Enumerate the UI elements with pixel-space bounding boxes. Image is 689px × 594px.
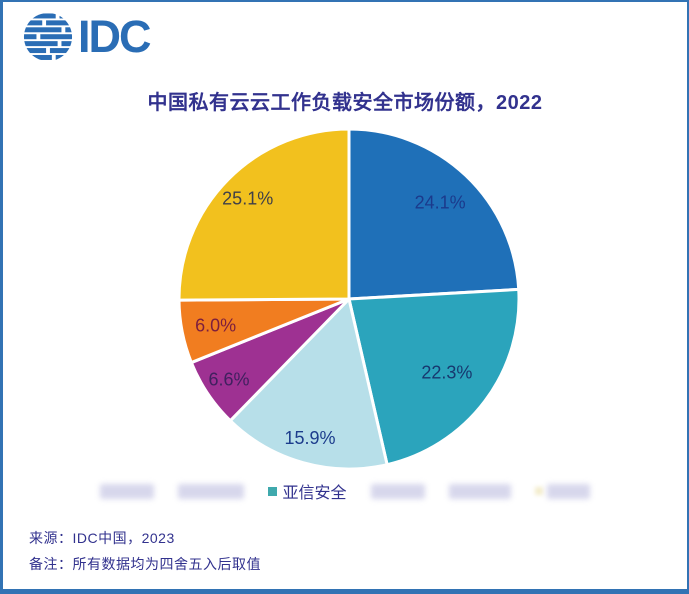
slice-label-4: 6.0% (195, 315, 236, 335)
slice-label-0: 24.1% (415, 193, 466, 213)
legend-item-redacted (448, 483, 511, 499)
legend-item-redacted (100, 483, 155, 499)
legend-redacted-blur (448, 483, 511, 499)
legend-redacted-blur (178, 483, 245, 499)
legend-item-redacted (370, 483, 425, 499)
legend-redacted-blur (370, 483, 425, 499)
idc-logo-text: IDC (78, 11, 151, 62)
pie-slice-1 (347, 287, 521, 467)
legend-item-visible: 亚信安全 (268, 479, 347, 503)
pie-slice-5 (177, 127, 351, 302)
chart-title: 中国私有云云工作负载安全市场份额，2022 (147, 92, 543, 114)
pie-slice-2 (228, 297, 389, 471)
legend-redacted-blur (100, 483, 155, 499)
slice-label-2: 15.9% (284, 428, 335, 448)
legend-item-redacted (534, 483, 590, 499)
slice-label-5: 25.1% (222, 188, 273, 208)
legend-item-redacted (178, 483, 245, 499)
idc-logo: IDC (23, 11, 151, 62)
idc-globe-icon (23, 13, 73, 60)
pie-chart: 24.1% 22.3% 15.9% 6.6% 6.0% 25.1% (171, 122, 527, 478)
chart-legend: 亚信安全 (3, 479, 687, 503)
source-text: 来源：IDC中国，2023 (29, 530, 175, 546)
note-text: 备注：所有数据均为四舍五入后取值 (29, 556, 261, 572)
slice-label-1: 22.3% (421, 363, 472, 383)
legend-marker-icon (268, 486, 278, 496)
legend-redacted-blur (546, 483, 590, 499)
pie-chart-svg: 24.1% 22.3% 15.9% 6.6% 6.0% 25.1% (177, 127, 521, 471)
legend-label: 亚信安全 (282, 485, 347, 502)
slice-label-3: 6.6% (208, 370, 249, 390)
pie-slice-0 (347, 127, 521, 301)
legend-ghost-marker-icon (534, 487, 543, 495)
